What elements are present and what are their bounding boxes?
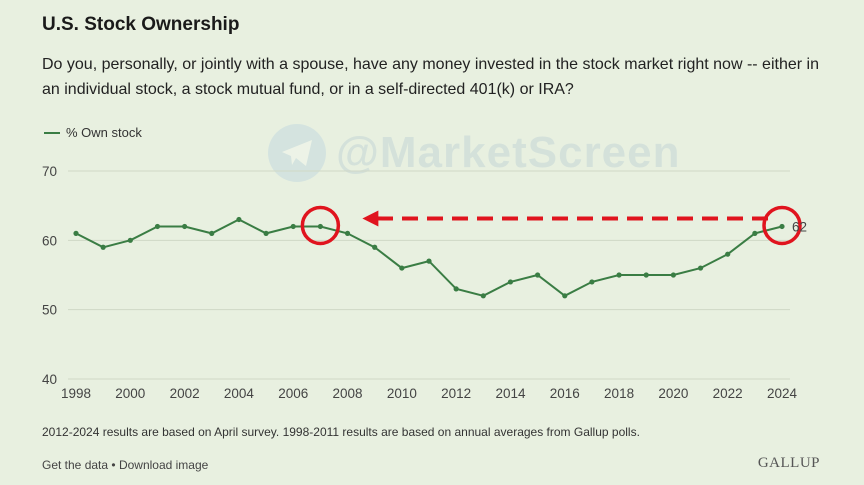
data-point-2010	[399, 265, 405, 271]
series-line	[75, 218, 783, 297]
y-axis-ticks: 40 50 60 70	[42, 164, 57, 387]
data-point-1999	[100, 244, 106, 250]
x-tick-2020: 2020	[658, 386, 688, 401]
x-tick-2018: 2018	[604, 386, 634, 401]
data-point-2005	[263, 230, 269, 236]
data-point-2018	[616, 272, 622, 278]
data-point-2008	[344, 230, 351, 236]
x-tick-1998: 1998	[61, 386, 91, 401]
footnote: 2012-2024 results are based on April sur…	[42, 425, 640, 439]
y-tick-60: 60	[42, 233, 57, 248]
data-point-2016	[562, 293, 568, 299]
gallup-logo: GALLUP	[757, 455, 820, 471]
data-point-2015	[535, 272, 541, 278]
data-point-2017	[589, 279, 595, 285]
data-point-2024	[779, 223, 785, 230]
y-tick-70: 70	[42, 164, 57, 179]
x-tick-2022: 2022	[713, 386, 743, 401]
x-tick-2006: 2006	[278, 386, 308, 401]
legend-line-icon	[44, 131, 60, 134]
get-data-link[interactable]: Get the data	[42, 458, 109, 472]
line-chart: 40 50 60 70 1998 2000 2002 2004 2006 2008 2010 201…	[42, 164, 807, 401]
data-point-2019	[643, 272, 649, 278]
x-tick-2000: 2000	[115, 386, 145, 401]
y-tick-40: 40	[42, 372, 57, 387]
footer-separator: •	[111, 458, 116, 472]
x-tick-2010: 2010	[387, 386, 417, 401]
watermark: @MarketScreen	[268, 124, 681, 182]
watermark-text: @MarketScreen	[336, 128, 681, 177]
data-point-2022	[725, 251, 731, 257]
legend-label: % Own stock	[66, 125, 142, 140]
highlight-circle-2024	[762, 205, 802, 246]
x-tick-2002: 2002	[170, 386, 200, 401]
grid	[68, 170, 790, 380]
x-tick-2024: 2024	[767, 386, 798, 401]
data-point-2002	[182, 223, 188, 230]
end-value-label: 62	[792, 219, 807, 234]
download-image-link[interactable]: Download image	[118, 458, 209, 472]
data-point-2001	[154, 223, 161, 230]
data-point-2000	[127, 237, 133, 243]
x-tick-2016: 2016	[550, 386, 580, 401]
data-point-2013	[480, 293, 486, 299]
data-point-2003	[209, 230, 215, 236]
x-tick-2004: 2004	[224, 386, 255, 401]
x-tick-2012: 2012	[441, 386, 471, 401]
data-point-2009	[372, 244, 378, 250]
data-point-2012	[453, 286, 459, 292]
y-tick-50: 50	[42, 303, 57, 318]
chart-title: U.S. Stock Ownership	[42, 14, 240, 35]
data-point-2007	[317, 223, 323, 230]
data-point-2006	[290, 223, 296, 230]
data-point-2021	[697, 265, 704, 271]
data-point-2014	[507, 279, 514, 285]
legend: % Own stock	[44, 125, 142, 140]
data-point-2004	[236, 216, 242, 223]
x-tick-2014: 2014	[495, 386, 526, 401]
chart-subtitle: Do you, personally, or jointly with a sp…	[42, 56, 819, 98]
telegram-icon	[268, 124, 326, 182]
highlight-circle-2007	[300, 205, 341, 246]
data-points	[73, 216, 785, 299]
data-point-2020	[670, 272, 676, 278]
x-tick-2008: 2008	[333, 386, 363, 401]
x-axis-ticks: 1998 2000 2002 2004 2006 2008 2010 2012 2014 2016…	[61, 386, 798, 401]
footer-links: Get the data • Download image	[42, 458, 208, 472]
arrow-head	[362, 210, 379, 227]
data-point-2011	[426, 258, 432, 264]
data-point-1998	[73, 230, 79, 236]
data-point-2023	[752, 230, 758, 236]
annotations	[300, 205, 802, 246]
